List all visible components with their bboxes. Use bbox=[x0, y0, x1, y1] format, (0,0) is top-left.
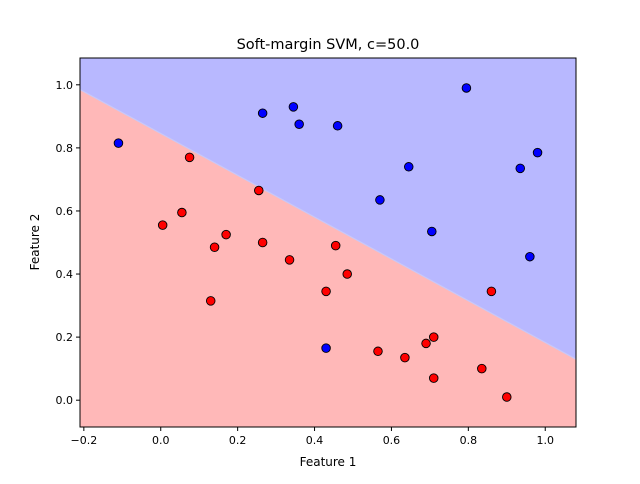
decision-boundary bbox=[79, 89, 577, 360]
data-point-s0-9 bbox=[515, 163, 525, 174]
data-point-s0-8 bbox=[427, 226, 437, 237]
data-point-s1-3 bbox=[209, 242, 220, 252]
data-point-s1-1 bbox=[157, 220, 168, 230]
data-point-s1-10 bbox=[321, 286, 331, 297]
data-point-s1-15 bbox=[400, 352, 410, 363]
decision-region-lower bbox=[80, 89, 576, 428]
y-tick-label: 0.8 bbox=[56, 142, 74, 155]
x-tick-label: 0.6 bbox=[383, 434, 401, 447]
y-tick-label: 0.0 bbox=[56, 394, 74, 407]
data-point-s0-11 bbox=[525, 251, 535, 262]
data-point-s1-13 bbox=[428, 332, 439, 342]
data-point-s0-3 bbox=[294, 119, 304, 129]
data-point-s0-0 bbox=[113, 138, 124, 148]
data-point-s1-11 bbox=[205, 296, 216, 306]
y-tick-label: 0.4 bbox=[56, 268, 74, 281]
data-point-s0-6 bbox=[403, 162, 414, 172]
data-point-s1-17 bbox=[428, 373, 439, 383]
y-axis-label: Feature 2 bbox=[28, 214, 42, 271]
data-points bbox=[113, 83, 543, 402]
data-point-s0-5 bbox=[461, 83, 472, 93]
data-point-s1-0 bbox=[184, 152, 195, 163]
data-point-s0-2 bbox=[288, 102, 299, 112]
y-tick-label: 0.2 bbox=[56, 331, 74, 344]
data-point-s0-4 bbox=[332, 121, 343, 131]
data-point-s0-10 bbox=[532, 147, 543, 158]
data-point-s0-1 bbox=[257, 108, 268, 118]
plot-frame bbox=[79, 57, 577, 428]
data-point-s1-9 bbox=[342, 269, 352, 279]
x-tick-label: 0.2 bbox=[229, 434, 247, 447]
data-point-s1-7 bbox=[284, 255, 295, 265]
y-tick-label: 1.0 bbox=[56, 79, 74, 92]
y-axis: 0.0 0.2 0.4 0.6 0.8 1.0 bbox=[56, 79, 80, 407]
data-point-s1-12 bbox=[486, 286, 497, 297]
x-tick-label: 1.0 bbox=[536, 434, 554, 447]
x-tick-label: 0.0 bbox=[152, 434, 170, 447]
chart-title: Soft-margin SVM, c=50.0 bbox=[237, 37, 420, 53]
data-point-s1-6 bbox=[257, 237, 268, 248]
x-axis: −0.2 0.0 0.2 0.4 0.6 0.8 1.0 bbox=[70, 427, 554, 447]
data-point-s1-8 bbox=[330, 240, 341, 251]
data-point-s1-2 bbox=[177, 207, 187, 218]
data-point-s0-7 bbox=[375, 195, 385, 205]
data-point-s1-14 bbox=[421, 338, 431, 349]
x-tick-label: −0.2 bbox=[70, 434, 97, 447]
x-tick-label: 0.8 bbox=[460, 434, 478, 447]
data-point-s1-4 bbox=[221, 229, 231, 240]
x-axis-label: Feature 1 bbox=[300, 455, 357, 469]
x-tick-label: 0.4 bbox=[306, 434, 324, 447]
data-point-s1-16 bbox=[373, 346, 383, 357]
data-point-s1-5 bbox=[254, 185, 264, 196]
data-point-s1-18 bbox=[477, 363, 487, 374]
y-tick-label: 0.6 bbox=[56, 205, 74, 218]
decision-region-upper bbox=[80, 58, 576, 360]
data-point-s0-12 bbox=[321, 343, 331, 353]
data-point-s1-19 bbox=[502, 392, 512, 402]
plot-area bbox=[79, 57, 577, 428]
